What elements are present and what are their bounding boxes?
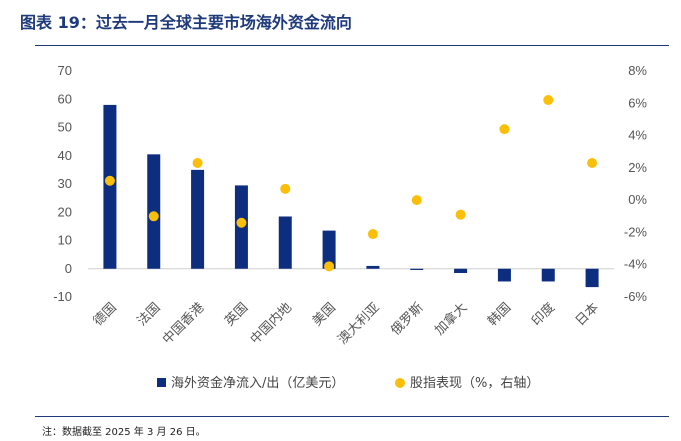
- dot: [455, 209, 466, 220]
- dot: [587, 158, 598, 169]
- title-divider: [35, 45, 669, 46]
- category-label: 法国: [135, 300, 164, 329]
- bar: [366, 265, 380, 269]
- dot: [192, 158, 203, 169]
- category-label: 韩国: [485, 300, 514, 329]
- category-label: 美国: [310, 300, 339, 329]
- dot: [499, 124, 510, 135]
- right-tick-label: -2%: [624, 224, 648, 239]
- right-tick-label: -4%: [624, 257, 648, 272]
- right-tick-label: 8%: [628, 63, 647, 78]
- chart-title: 图表 19：过去一月全球主要市场海外资金流向: [20, 13, 352, 32]
- dot: [236, 217, 247, 228]
- left-tick-label: 40: [58, 148, 72, 163]
- left-tick-label: 10: [58, 233, 72, 248]
- dot-series: [104, 95, 598, 272]
- bar: [191, 169, 205, 269]
- bar-series: [103, 104, 599, 288]
- left-tick-label: 50: [58, 120, 72, 135]
- right-tick-label: 0%: [628, 192, 647, 207]
- right-tick-label: 4%: [628, 128, 647, 143]
- dot: [367, 229, 378, 240]
- bar: [103, 104, 117, 269]
- bar: [454, 268, 468, 273]
- bar: [410, 268, 424, 270]
- left-tick-label: 20: [58, 204, 72, 219]
- category-label: 印度: [528, 300, 558, 330]
- left-tick-label: 30: [58, 176, 72, 191]
- dot: [280, 183, 291, 194]
- dot: [411, 195, 422, 206]
- dot: [104, 175, 115, 186]
- right-tick-label: 2%: [628, 160, 647, 175]
- category-label: 中国香港: [160, 300, 207, 347]
- bar: [585, 268, 599, 288]
- footnote: 注：数据截至 2025 年 3 月 26 日。: [42, 427, 206, 438]
- left-axis: 70 60 50 40 30 20 10 0 -10: [53, 63, 72, 304]
- right-tick-label: 6%: [628, 95, 647, 110]
- category-label: 加拿大: [432, 300, 471, 339]
- footer-divider: [35, 416, 669, 417]
- left-tick-label: 60: [58, 91, 72, 106]
- category-label: 俄罗斯: [388, 300, 426, 338]
- bar: [278, 216, 292, 269]
- legend: 海外资金净流入/出（亿美元） 股指表现（%，右轴）: [157, 375, 539, 391]
- legend-dot-swatch: [395, 378, 405, 388]
- legend-bar-label: 海外资金净流入/出（亿美元）: [171, 375, 344, 391]
- category-label: 英国: [222, 300, 251, 329]
- bar: [541, 268, 555, 282]
- left-tick-label: 0: [65, 261, 72, 276]
- category-label: 德国: [91, 300, 120, 329]
- bar: [497, 268, 511, 282]
- left-tick-label: 70: [58, 63, 72, 78]
- bar: [322, 230, 336, 269]
- legend-dot-label: 股指表现（%，右轴）: [410, 376, 539, 391]
- category-label: 澳大利亚: [335, 300, 383, 348]
- category-label: 中国内地: [247, 300, 295, 348]
- right-axis: 8% 6% 4% 2% 0% -2% -4% -6%: [624, 63, 648, 304]
- dot: [148, 211, 159, 222]
- left-tick-label: -10: [53, 289, 72, 304]
- legend-bar-swatch: [157, 378, 166, 387]
- dot: [324, 261, 335, 272]
- right-tick-label: -6%: [624, 289, 648, 304]
- category-label: 日本: [573, 300, 602, 329]
- dot: [543, 95, 554, 106]
